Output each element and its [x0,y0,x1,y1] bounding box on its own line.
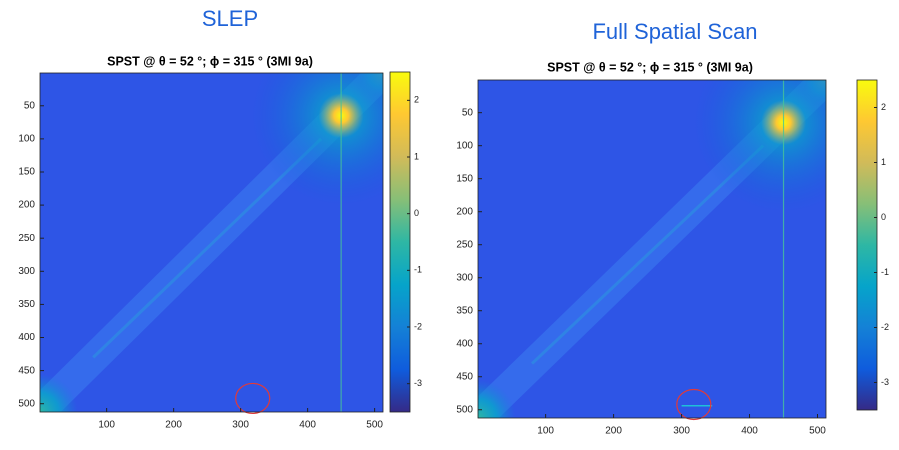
x-tick-label: 200 [165,420,182,431]
colorbar [856,79,878,411]
y-tick-label: 400 [456,338,473,349]
x-tick-label: 400 [741,426,758,437]
corner-glow [795,80,826,110]
highlight-circle [235,382,271,415]
highlight-circle [676,388,712,421]
corner-glow [40,373,78,412]
corner-glow [478,379,516,418]
colorbar-tick-label: -3 [414,378,422,388]
y-tick-label: 350 [18,299,35,310]
heatmap [40,73,383,412]
colorbar-tick-label: -3 [881,377,889,387]
axes-box [39,72,384,413]
y-tick-label: 50 [24,100,36,111]
axes-box [477,79,827,419]
y-tick-label: 150 [18,167,35,178]
x-tick-label: 100 [537,426,554,437]
colorbar-tick-label: 2 [881,102,886,112]
y-tick-label: 150 [456,173,473,184]
y-tick-label: 350 [456,305,473,316]
y-tick-label: 500 [18,398,35,409]
y-tick-label: 450 [456,371,473,382]
chart-title: SPST @ θ = 52 °; ϕ = 315 ° (3MI 9a) [547,60,753,74]
chart-title: SPST @ θ = 52 °; ϕ = 315 ° (3MI 9a) [107,54,313,68]
y-tick-label: 200 [18,200,35,211]
y-tick-label: 200 [456,206,473,217]
colorbar-tick-label: -1 [414,265,422,275]
y-tick-label: 450 [18,365,35,376]
x-tick-label: 500 [809,426,826,437]
corner-glow [352,73,383,103]
y-tick-label: 500 [456,404,473,415]
y-tick-label: 400 [18,332,35,343]
x-tick-label: 200 [605,426,622,437]
y-tick-label: 300 [456,272,473,283]
y-tick-label: 100 [18,134,35,145]
colorbar-tick-label: 1 [881,157,886,167]
heatmap [478,80,826,418]
panel-heading: Full Spatial Scan [592,19,757,44]
x-tick-label: 400 [299,420,316,431]
y-tick-label: 250 [456,239,473,250]
colorbar-tick-label: 0 [414,208,419,218]
y-tick-label: 100 [456,140,473,151]
colorbar [389,71,411,413]
colorbar-tick-label: 2 [414,95,419,105]
colorbar-tick-label: 0 [881,212,886,222]
colorbar-tick-label: -2 [414,321,422,331]
x-tick-label: 100 [98,420,115,431]
panel-heading: SLEP [202,6,258,31]
x-tick-label: 300 [673,426,690,437]
colorbar-tick-label: 1 [414,151,419,161]
hot-halo [251,73,383,206]
colorbar-tick-label: -2 [881,322,889,332]
x-tick-label: 500 [366,420,383,431]
x-tick-label: 300 [232,420,249,431]
y-tick-label: 250 [18,233,35,244]
colorbar-tick-label: -1 [881,267,889,277]
y-tick-label: 300 [18,266,35,277]
y-tick-label: 50 [462,107,474,118]
hot-halo [693,80,826,213]
